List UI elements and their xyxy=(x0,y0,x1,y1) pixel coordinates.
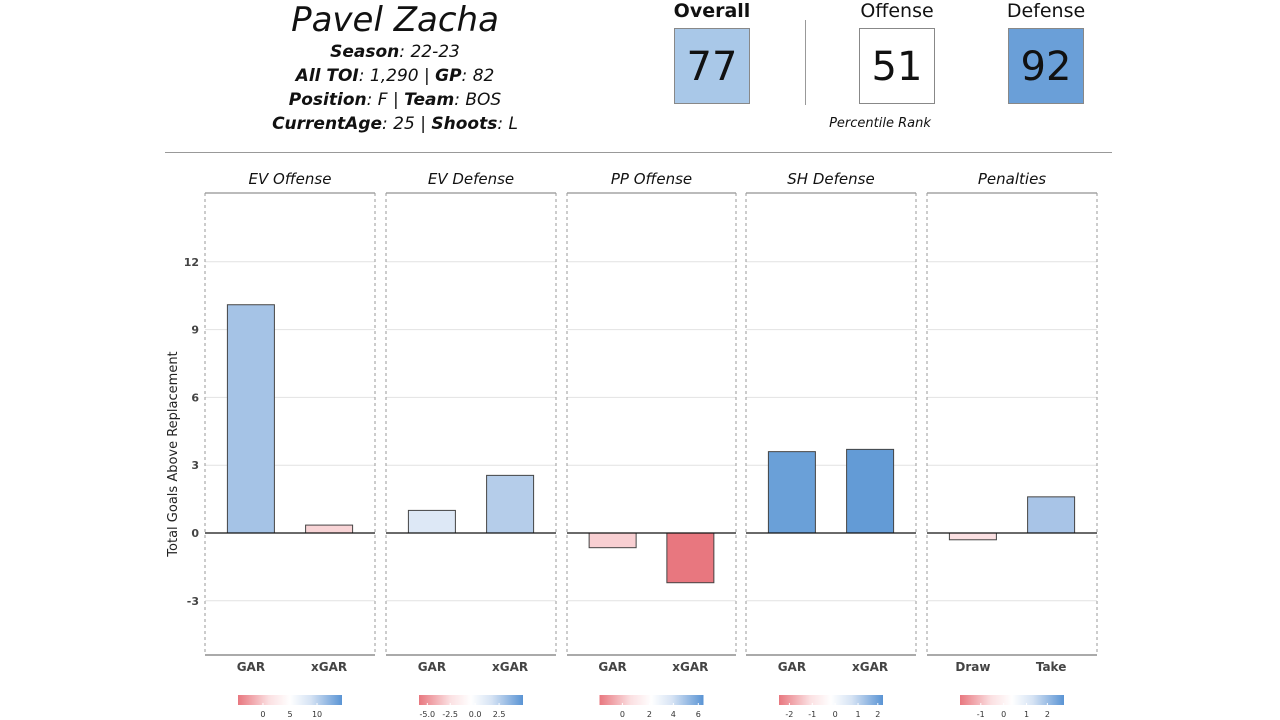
legend-tick-label: 2 xyxy=(647,710,652,719)
legend-tick-label: -2.5 xyxy=(442,710,458,719)
bar xyxy=(588,532,637,549)
color-legend-bar xyxy=(779,695,883,705)
player-name: Pavel Zacha xyxy=(291,0,499,40)
panel-title: EV Defense xyxy=(428,170,514,188)
age-label: CurrentAge xyxy=(272,114,383,134)
offense-rating: Offense 51 xyxy=(842,0,952,104)
x-tick-label: xGAR xyxy=(311,660,347,674)
legend-tick-label: 0.0 xyxy=(469,710,482,719)
color-legend-bar xyxy=(599,695,704,705)
bar xyxy=(767,451,816,534)
toi-value: 1,290 xyxy=(369,66,419,86)
player-header: Pavel Zacha Season: 22-23 All TOI: 1,290… xyxy=(0,0,1280,150)
offense-title: Offense xyxy=(860,0,934,22)
toi-line: All TOI: 1,290 | GP: 82 xyxy=(295,66,495,86)
bar xyxy=(846,448,895,534)
percentile-rank-label: Percentile Rank xyxy=(829,116,931,131)
bar xyxy=(1027,496,1076,534)
gp-value: 82 xyxy=(472,66,495,86)
position-label: Position xyxy=(288,90,367,110)
legend-tick-label: 2.5 xyxy=(493,710,506,719)
bar xyxy=(407,509,456,534)
legend-tick-label: 4 xyxy=(671,710,676,719)
color-legend-bar xyxy=(238,695,342,705)
team-value: BOS xyxy=(465,90,502,110)
bar xyxy=(305,524,354,534)
legend-tick-label: 2 xyxy=(875,710,880,719)
defense-score-box: 92 xyxy=(1008,28,1084,104)
defense-title: Defense xyxy=(1006,0,1086,22)
x-tick-label: GAR xyxy=(778,660,806,674)
defense-rating: Defense 92 xyxy=(991,0,1101,104)
y-tick-label: 3 xyxy=(191,459,199,472)
legend-tick-label: 0 xyxy=(620,710,625,719)
toi-label: All TOI xyxy=(295,66,359,86)
bar xyxy=(226,304,275,534)
y-tick-label: 6 xyxy=(191,391,199,404)
season-value: 22-23 xyxy=(410,42,460,62)
color-legend-bar xyxy=(419,695,523,705)
panel-title: Penalties xyxy=(978,170,1046,188)
legend-tick-label: 1 xyxy=(1024,710,1029,719)
overall-score-box: 77 xyxy=(674,28,750,104)
shoots-value: L xyxy=(508,114,518,134)
x-tick-label: GAR xyxy=(418,660,446,674)
x-tick-label: xGAR xyxy=(852,660,888,674)
legend-tick-label: 0 xyxy=(1001,710,1006,719)
x-tick-label: Take xyxy=(1036,660,1067,674)
x-tick-label: GAR xyxy=(598,660,626,674)
y-tick-label: 0 xyxy=(191,527,199,540)
position-value: F xyxy=(377,90,388,110)
y-axis-title: Total Goals Above Replacement xyxy=(166,351,181,557)
y-tick-label: 9 xyxy=(191,324,199,337)
x-tick-label: xGAR xyxy=(492,660,528,674)
y-tick-label: 12 xyxy=(184,256,199,269)
legend-tick-label: 0 xyxy=(833,710,838,719)
x-tick-label: xGAR xyxy=(672,660,708,674)
panel-title: SH Defense xyxy=(787,170,874,188)
color-legend-bar xyxy=(960,695,1064,705)
x-tick-label: GAR xyxy=(237,660,265,674)
position-line: Position: F | Team: BOS xyxy=(288,90,502,110)
player-info: Pavel Zacha Season: 22-23 All TOI: 1,290… xyxy=(230,0,560,136)
legend-tick-label: -1 xyxy=(977,710,985,719)
rating-divider xyxy=(805,20,806,105)
overall-rating: Overall 77 xyxy=(657,0,767,104)
team-label: Team xyxy=(404,90,455,110)
legend-tick-label: 0 xyxy=(260,710,265,719)
age-value: 25 xyxy=(393,114,415,134)
legend-tick-label: 5 xyxy=(287,710,292,719)
bar xyxy=(666,532,715,584)
age-line: CurrentAge: 25 | Shoots: L xyxy=(272,114,518,134)
shoots-label: Shoots xyxy=(431,114,498,134)
legend-tick-label: 10 xyxy=(312,710,322,719)
legend-tick-label: -1 xyxy=(808,710,816,719)
legend-tick-label: 2 xyxy=(1045,710,1050,719)
legend-tick-label: -5.0 xyxy=(420,710,436,719)
season-line: Season: 22-23 xyxy=(330,42,460,62)
overall-title: Overall xyxy=(673,0,751,22)
legend-tick-label: 6 xyxy=(696,710,701,719)
offense-score-box: 51 xyxy=(859,28,935,104)
legend-tick-label: -2 xyxy=(785,710,793,719)
gp-label: GP xyxy=(435,66,462,86)
panel-title: EV Offense xyxy=(249,170,332,188)
bar xyxy=(486,474,535,534)
y-tick-label: -3 xyxy=(187,595,199,608)
header-divider xyxy=(165,152,1112,153)
legend-tick-label: 1 xyxy=(855,710,860,719)
season-label: Season xyxy=(330,42,400,62)
x-tick-label: Draw xyxy=(955,660,990,674)
panel-title: PP Offense xyxy=(611,170,692,188)
bar xyxy=(948,532,997,541)
